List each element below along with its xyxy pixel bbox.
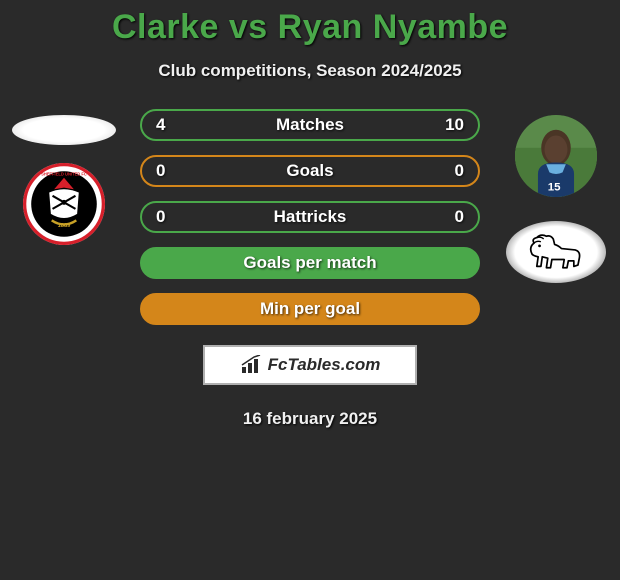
stat-label: Matches bbox=[276, 115, 344, 135]
main-row: 1889 SHEFFIELD UNITED FC 4 Matches 10 0 … bbox=[0, 109, 620, 429]
date-text: 16 february 2025 bbox=[243, 409, 377, 429]
sheffield-united-icon: 1889 SHEFFIELD UNITED FC bbox=[23, 163, 105, 245]
stats-column: 4 Matches 10 0 Goals 0 0 Hattricks 0 Goa… bbox=[120, 109, 500, 429]
bar-chart-icon bbox=[240, 355, 264, 375]
stat-label: Hattricks bbox=[274, 207, 347, 227]
stat-right-value: 0 bbox=[455, 161, 464, 181]
player-avatar-placeholder bbox=[12, 115, 116, 145]
stat-left-value: 0 bbox=[156, 161, 165, 181]
stat-row-goals-per-match: Goals per match bbox=[140, 247, 480, 279]
subtitle: Club competitions, Season 2024/2025 bbox=[158, 61, 461, 81]
left-player-column: 1889 SHEFFIELD UNITED FC bbox=[0, 109, 120, 429]
stat-label: Min per goal bbox=[260, 299, 360, 319]
comparison-card: Clarke vs Ryan Nyambe Club competitions,… bbox=[0, 0, 620, 429]
page-title: Clarke vs Ryan Nyambe bbox=[112, 8, 508, 47]
stat-label: Goals bbox=[286, 161, 333, 181]
brand-text: FcTables.com bbox=[268, 355, 381, 375]
person-icon: 15 bbox=[515, 115, 597, 197]
stat-left-value: 4 bbox=[156, 115, 165, 135]
stat-label: Goals per match bbox=[243, 253, 376, 273]
svg-text:15: 15 bbox=[548, 181, 561, 193]
stat-row-matches: 4 Matches 10 bbox=[140, 109, 480, 141]
stat-row-min-per-goal: Min per goal bbox=[140, 293, 480, 325]
club-badge-left: 1889 SHEFFIELD UNITED FC bbox=[23, 163, 105, 245]
svg-text:SHEFFIELD UNITED FC: SHEFFIELD UNITED FC bbox=[41, 171, 87, 176]
right-player-column: 15 bbox=[500, 109, 620, 429]
stat-row-goals: 0 Goals 0 bbox=[140, 155, 480, 187]
club-badge-right bbox=[506, 221, 606, 283]
svg-text:1889: 1889 bbox=[58, 223, 71, 229]
stat-left-value: 0 bbox=[156, 207, 165, 227]
derby-ram-icon bbox=[521, 228, 591, 276]
player-avatar-photo: 15 bbox=[515, 115, 597, 197]
stat-row-hattricks: 0 Hattricks 0 bbox=[140, 201, 480, 233]
stat-right-value: 10 bbox=[445, 115, 464, 135]
brand-watermark[interactable]: FcTables.com bbox=[203, 345, 417, 385]
stat-right-value: 0 bbox=[455, 207, 464, 227]
